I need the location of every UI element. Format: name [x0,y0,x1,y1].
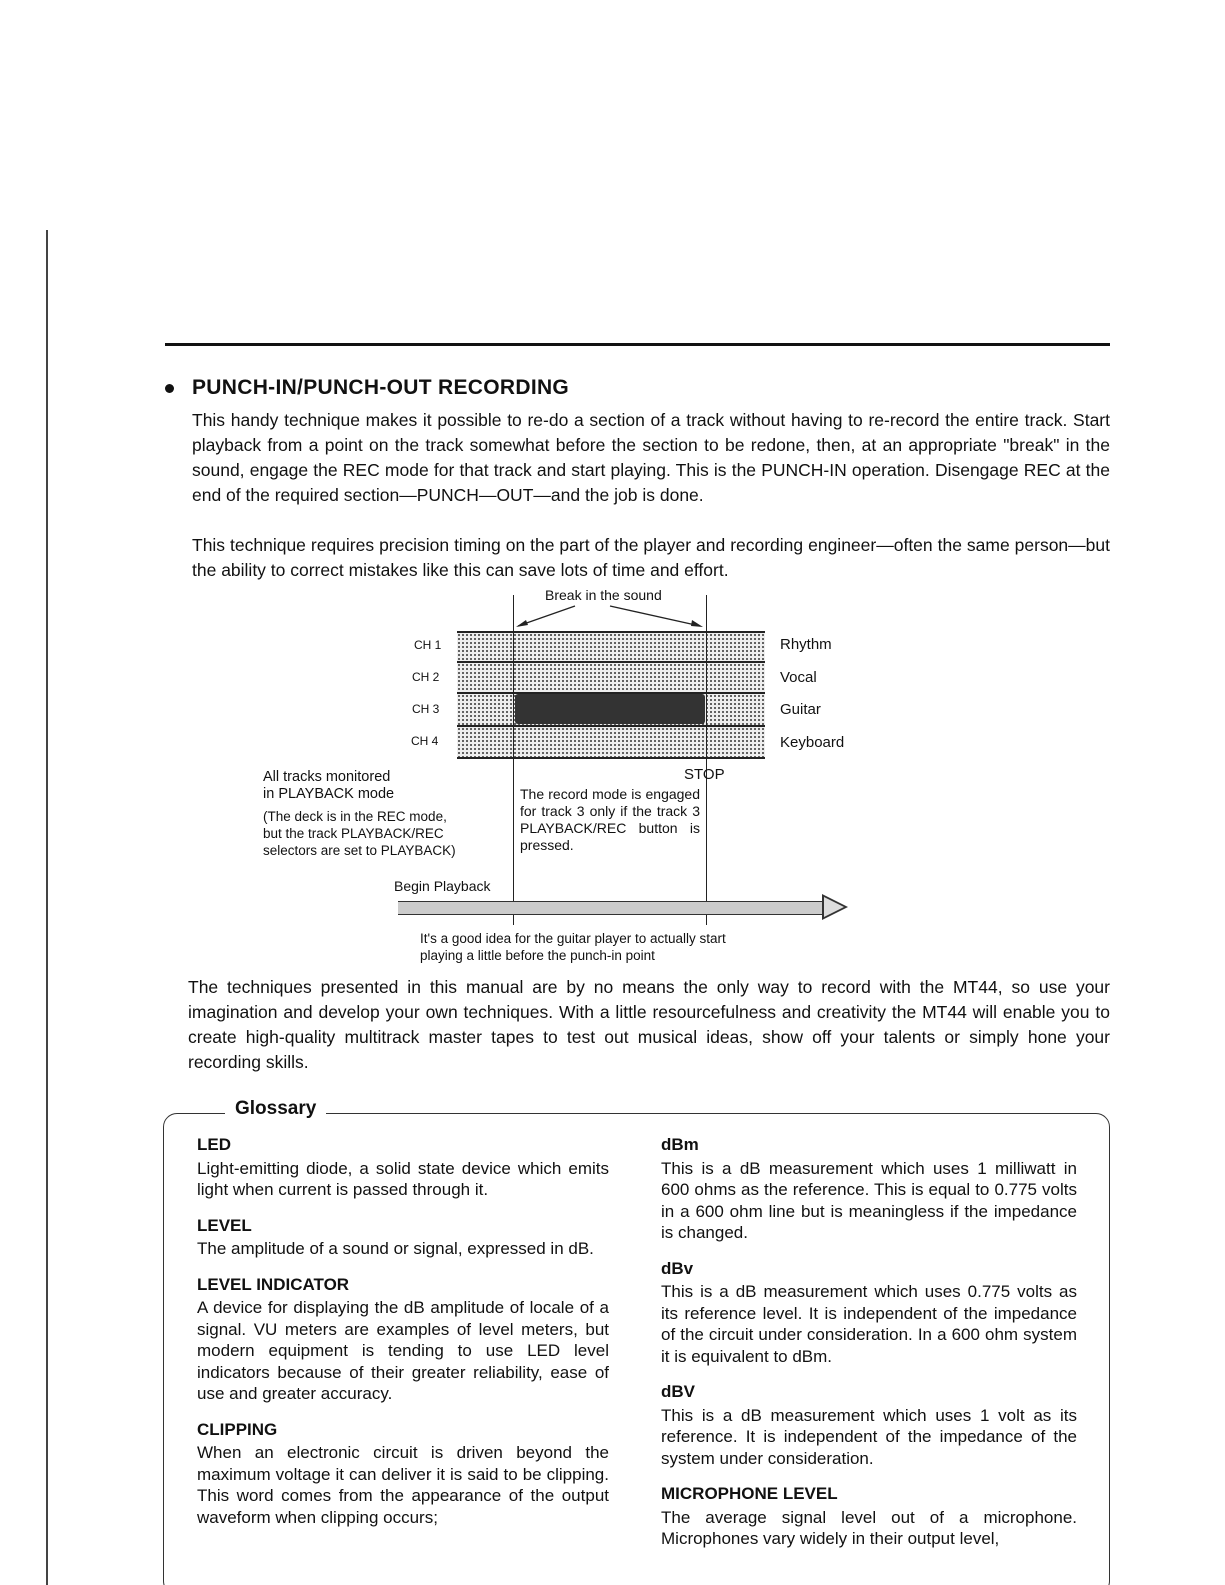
section-divider [165,343,1110,346]
glossary-term: LEVEL [197,1215,252,1235]
glossary-term: dBm [661,1135,699,1154]
glossary-definition: When an electronic circuit is driven bey… [197,1443,609,1527]
glossary-definition: This is a dB measurement which uses 1 vo… [661,1405,1077,1468]
stop-label: STOP [684,766,725,783]
glossary-term: dBV [661,1382,695,1401]
note-line: (The deck is in the REC mode, [263,809,447,824]
glossary-term: dBv [661,1258,694,1278]
monitor-note: All tracks monitored in PLAYBACK mode [263,769,394,803]
deck-note: (The deck is in the REC mode, but the tra… [263,808,456,859]
section-heading: PUNCH-IN/PUNCH-OUT RECORDING [165,376,569,400]
glossary-definition: Light-emitting diode, a solid state devi… [197,1158,609,1200]
glossary-term: CLIPPING [197,1419,278,1439]
instrument-label: Vocal [780,669,817,686]
instrument-label: Rhythm [780,636,832,653]
note-line: It's a good idea for the guitar player t… [420,931,726,946]
intro-paragraph: This handy technique makes it possible t… [192,410,1110,505]
instrument-label: Keyboard [780,734,845,751]
glossary-definition: A device for displaying the dB amplitude… [197,1298,609,1403]
note-line: playing a little before the punch-in poi… [420,948,655,963]
track-ch4 [457,725,765,759]
arrow-head-icon [822,894,848,920]
scan-margin-line [46,230,48,1585]
glossary-right-column: dBm This is a dB measurement which uses 1… [661,1120,1077,1550]
glossary-term: LEVEL INDICATOR [197,1274,350,1294]
record-note: The record mode is engaged for track 3 o… [520,786,700,853]
punched-in-section [515,694,705,724]
glossary-definition: The amplitude of a sound or signal, expr… [197,1239,594,1258]
bullet-icon [165,383,174,393]
glossary-term: MICROPHONE LEVEL [661,1484,838,1503]
track-ch1 [457,631,765,661]
note-line: All tracks monitored [263,769,391,785]
glossary-term: LED [197,1135,231,1154]
closing-paragraph: The techniques presented in this manual … [188,977,1110,1072]
track-ch2 [457,661,765,692]
glossary-definition: The average signal level out of a microp… [661,1507,1077,1549]
channel-label: CH 4 [411,734,439,748]
break-label: Break in the sound [545,587,662,603]
glossary-title: Glossary [225,1098,327,1120]
note-line: but the track PLAYBACK/REC [263,826,444,841]
note-line: selectors are set to PLAYBACK) [263,843,456,858]
glossary-box [163,1113,1110,1585]
channel-label: CH 2 [412,670,440,684]
note-line: in PLAYBACK mode [263,786,395,802]
instrument-label: Guitar [780,701,821,718]
tip-note: It's a good idea for the guitar player t… [420,930,726,964]
glossary-definition: This is a dB measurement which uses 1 mi… [661,1158,1077,1243]
begin-playback-label: Begin Playback [394,878,491,894]
channel-label: CH 1 [414,638,442,652]
glossary-definition: This is a dB measurement which uses 0.77… [661,1282,1077,1366]
punch-in-line [513,595,514,925]
glossary-left-column: LED Light-emitting diode, a solid state d… [197,1120,609,1528]
channel-label: CH 3 [412,702,440,716]
playback-arrow [398,901,823,915]
timing-paragraph: This technique requires precision timing… [192,535,1110,580]
punch-out-line [706,595,707,925]
section-title: PUNCH-IN/PUNCH-OUT RECORDING [192,376,570,399]
break-arrows [516,605,703,627]
